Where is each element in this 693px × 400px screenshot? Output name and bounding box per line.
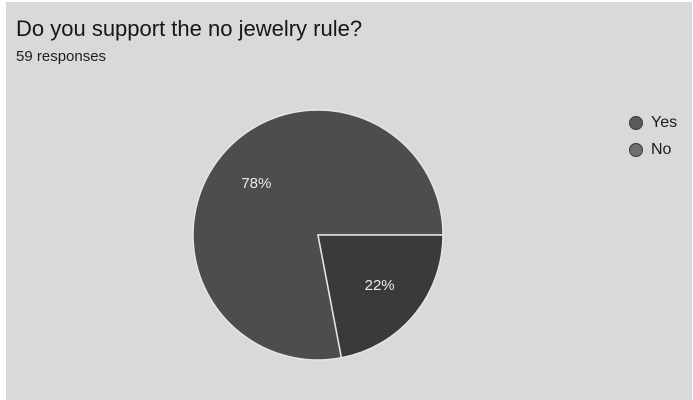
chart-title: Do you support the no jewelry rule? <box>16 16 363 41</box>
pie-chart: 78% 22% <box>192 109 444 361</box>
legend-item-no[interactable]: No <box>629 136 677 163</box>
legend-label-yes: Yes <box>651 113 678 131</box>
legend-swatch-yes <box>629 115 643 130</box>
response-count: 59 responses <box>16 48 107 65</box>
pie-slice-no[interactable] <box>317 234 444 359</box>
legend-label-no: No <box>651 140 672 158</box>
slice-label-no: 22% <box>365 277 395 294</box>
pie-slice-labels: 78% 22% <box>241 175 394 294</box>
legend-item-yes[interactable]: Yes <box>629 109 677 136</box>
slice-label-yes: 78% <box>241 175 271 192</box>
chart-card: Do you support the no jewelry rule? 59 r… <box>6 2 692 400</box>
chart-legend: Yes No <box>629 109 677 163</box>
pie-slices <box>192 109 444 361</box>
legend-swatch-no <box>629 142 643 157</box>
